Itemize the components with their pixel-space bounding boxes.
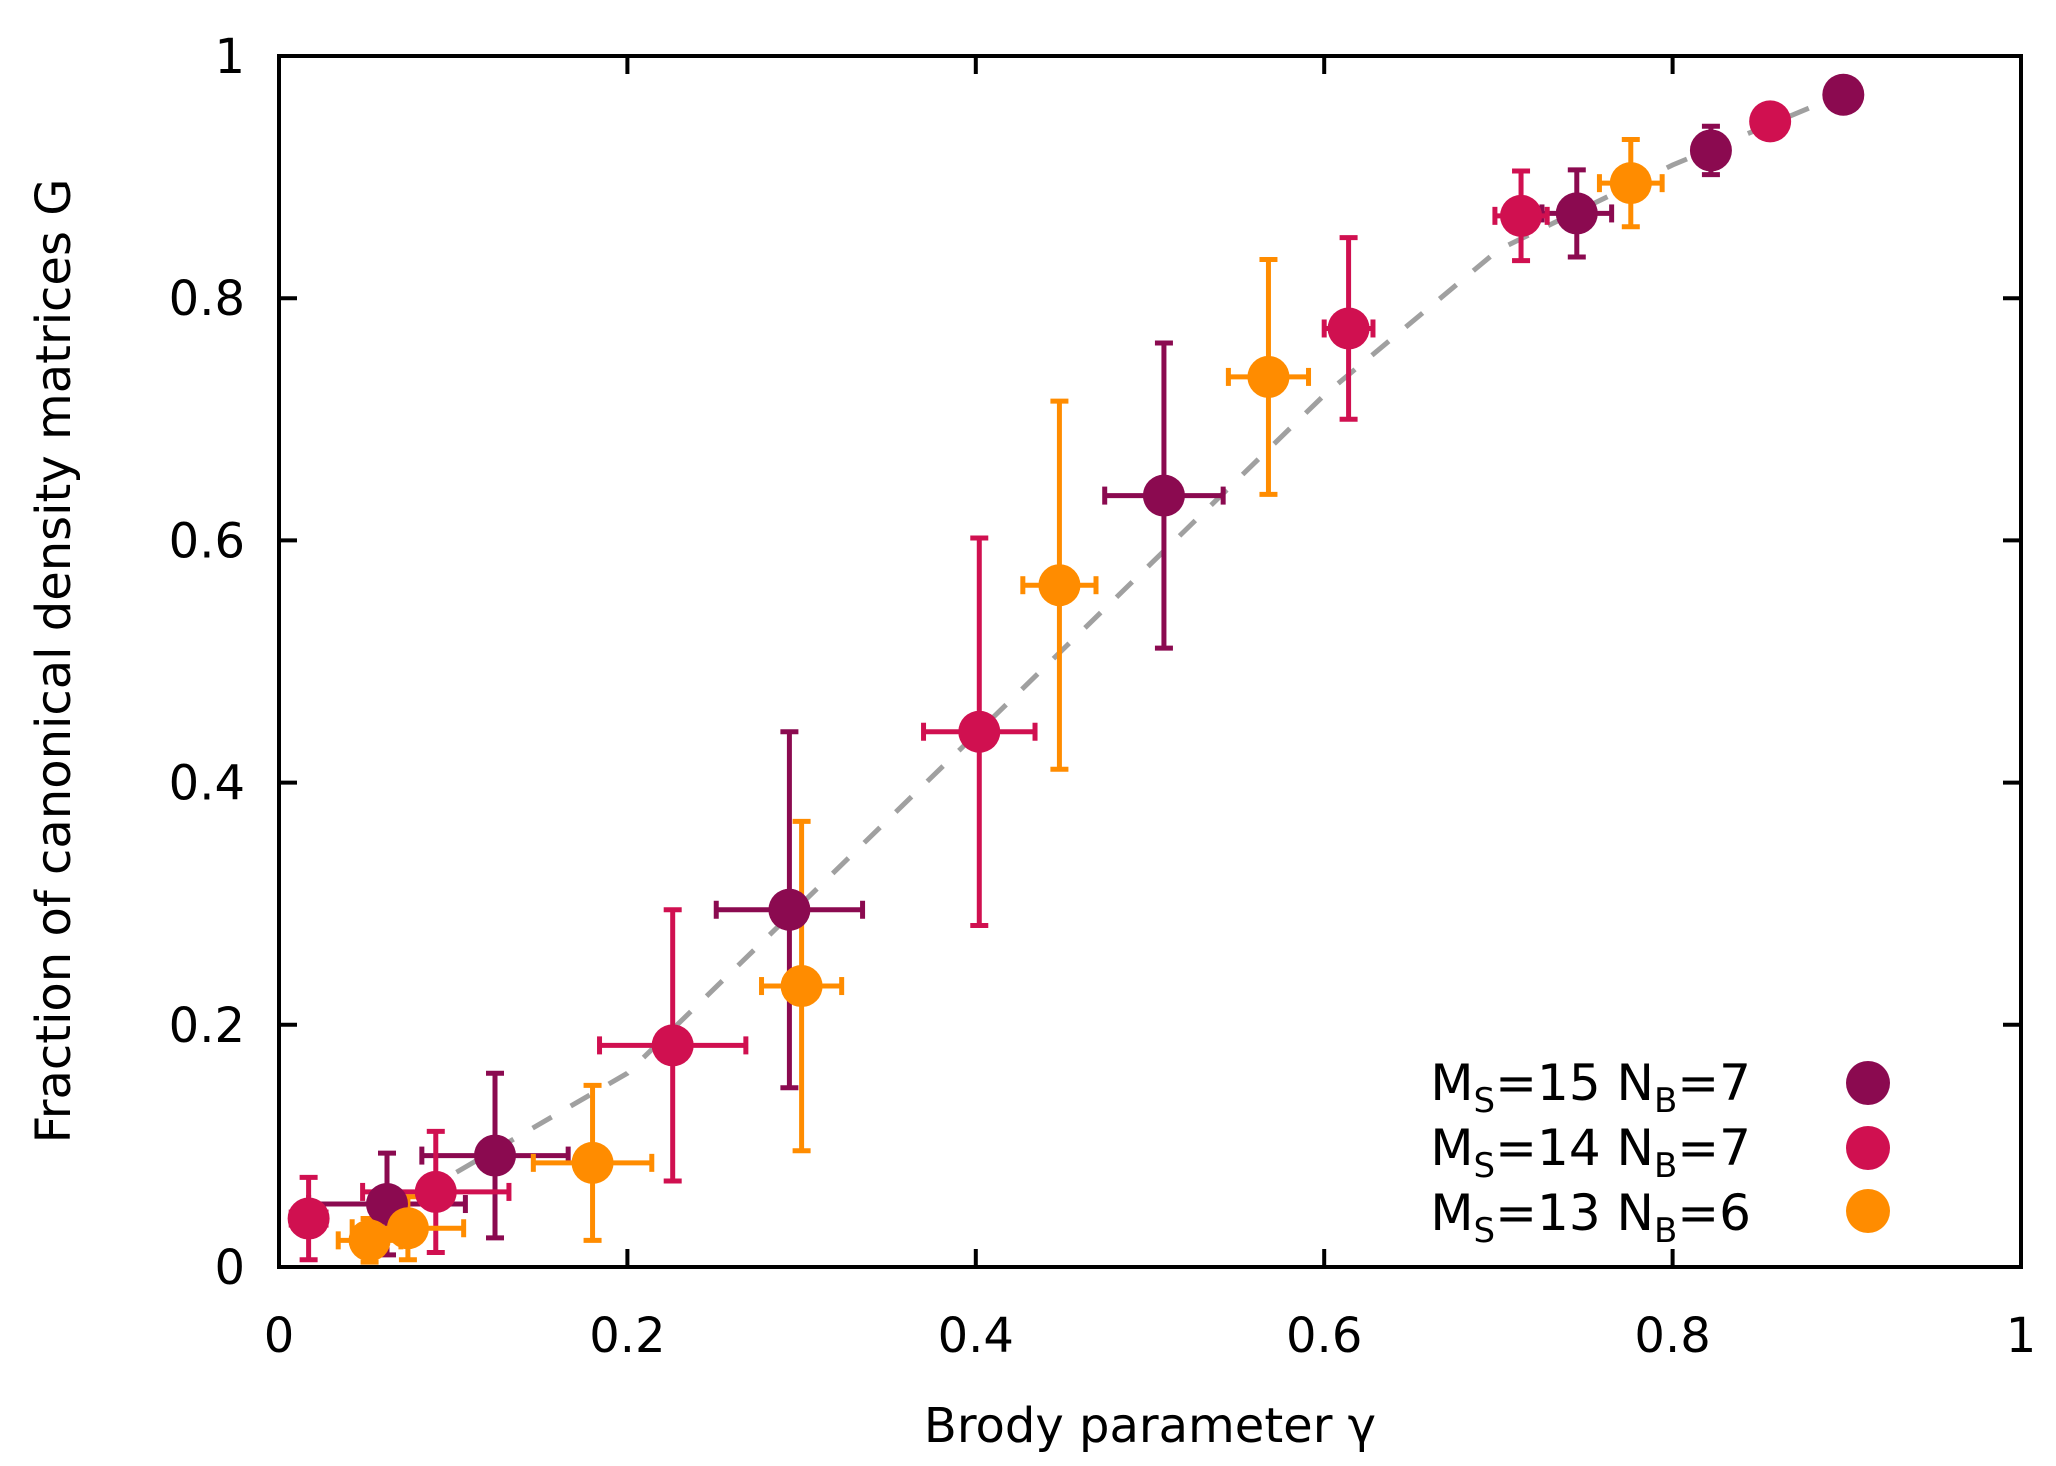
y-tick-label: 0.2 xyxy=(169,998,245,1054)
y-tick-label: 0.8 xyxy=(169,271,245,327)
x-tick-label: 1 xyxy=(2006,1308,2037,1364)
legend-marker-ms13 xyxy=(1846,1189,1890,1233)
x-tick-label: 0.6 xyxy=(1286,1308,1362,1364)
x-tick-label: 0.2 xyxy=(589,1308,665,1364)
y-tick-label: 0.4 xyxy=(169,756,245,812)
data-point xyxy=(1500,194,1543,237)
data-point xyxy=(768,888,811,931)
fit-line xyxy=(417,89,1848,1197)
legend-entry-ms15: MS=15 NB=7 xyxy=(1430,1054,1890,1121)
data-point xyxy=(474,1134,517,1177)
data-point xyxy=(1038,564,1081,607)
data-point xyxy=(571,1141,614,1184)
legend-marker-ms14 xyxy=(1846,1126,1890,1170)
data-point xyxy=(1142,474,1185,517)
x-tick-label: 0.8 xyxy=(1634,1308,1710,1364)
y-tick-label: 0.6 xyxy=(169,513,245,569)
y-tick-label: 0 xyxy=(214,1240,245,1296)
data-point xyxy=(287,1197,330,1240)
legend: MS=15 NB=7 MS=14 NB=7 MS=13 NB=6 xyxy=(1430,1054,1890,1251)
legend-entry-ms14: MS=14 NB=7 xyxy=(1430,1119,1890,1186)
data-point xyxy=(414,1170,457,1213)
data-point xyxy=(1327,307,1370,350)
legend-label-ms13: MS=13 NB=6 xyxy=(1430,1184,1751,1251)
data-point xyxy=(1247,355,1290,398)
plot-frame xyxy=(277,54,2023,1269)
y-axis-title: Fraction of canonical density matrices G xyxy=(26,179,82,1144)
data-point xyxy=(1609,162,1652,205)
data-point xyxy=(1749,100,1792,143)
data-point xyxy=(958,710,1001,753)
tick-labels: 0 0.2 0.4 0.6 0.8 1 0 0.2 0.4 0.6 0.8 1 xyxy=(169,29,2037,1364)
fit-line-group xyxy=(417,89,1848,1197)
data-point xyxy=(386,1207,429,1250)
data-point xyxy=(780,965,823,1008)
data-point xyxy=(348,1219,391,1262)
x-axis-title: Brody parameter γ xyxy=(924,1398,1376,1454)
data-point xyxy=(651,1024,694,1067)
legend-label-ms14: MS=14 NB=7 xyxy=(1430,1119,1751,1186)
legend-entry-ms13: MS=13 NB=6 xyxy=(1430,1184,1890,1251)
data-point xyxy=(1689,129,1732,172)
data-point xyxy=(1822,73,1865,116)
legend-label-ms15: MS=15 NB=7 xyxy=(1430,1054,1751,1121)
legend-marker-ms15 xyxy=(1846,1061,1890,1105)
points-group xyxy=(287,73,1865,1262)
x-tick-label: 0 xyxy=(264,1308,295,1364)
x-tick-label: 0.4 xyxy=(938,1308,1014,1364)
data-point xyxy=(1555,192,1598,235)
y-tick-label: 1 xyxy=(214,29,245,85)
